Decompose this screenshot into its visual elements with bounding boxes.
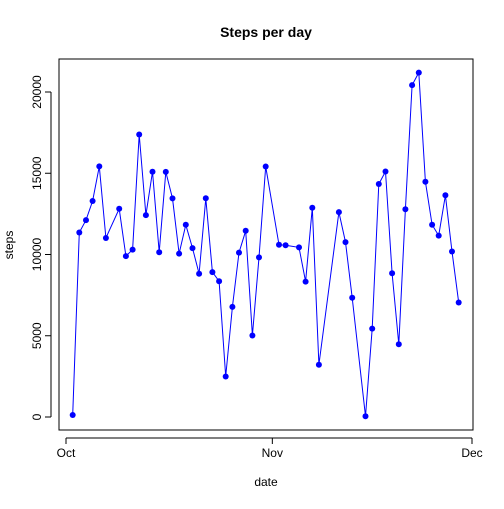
data-point: [196, 270, 203, 277]
data-point: [222, 373, 229, 380]
data-point: [309, 204, 316, 211]
data-point: [395, 341, 402, 348]
data-point: [129, 246, 136, 253]
data-point: [409, 82, 416, 89]
data-point: [315, 361, 322, 368]
data-point: [362, 413, 369, 420]
data-point: [156, 249, 163, 256]
data-point: [256, 254, 262, 261]
y-tick-label: 5000: [30, 322, 44, 349]
y-axis-title: steps: [2, 231, 16, 260]
data-point: [149, 168, 156, 175]
x-axis-title: date: [254, 475, 278, 489]
data-point: [76, 229, 83, 236]
data-point: [69, 412, 76, 418]
data-point: [335, 209, 342, 216]
data-point: [296, 244, 302, 251]
data-point: [389, 270, 396, 277]
data-point: [116, 205, 123, 212]
data-point: [262, 163, 269, 170]
data-point: [369, 325, 376, 332]
data-point: [162, 168, 169, 175]
data-point: [249, 332, 256, 339]
data-point: [182, 221, 189, 228]
data-point: [83, 217, 89, 224]
x-axis: Oct Nov Dec: [57, 437, 483, 460]
data-point: [449, 248, 455, 255]
y-tick-label: 20000: [30, 75, 44, 109]
data-point: [442, 192, 449, 199]
data-point: [176, 250, 183, 257]
data-point: [349, 294, 356, 301]
x-tick-label: Oct: [57, 446, 76, 460]
data-point: [415, 69, 422, 76]
data-point: [422, 178, 429, 185]
data-point: [136, 131, 143, 138]
data-point: [282, 242, 289, 249]
data-point: [242, 227, 249, 234]
y-tick-label: 0: [30, 413, 44, 420]
data-point: [229, 303, 236, 310]
data-point: [209, 269, 216, 276]
series-layer: [69, 69, 462, 420]
y-tick-label: 15000: [30, 156, 44, 190]
data-point: [342, 239, 349, 246]
chart-title: Steps per day: [220, 24, 312, 40]
x-tick-label: Nov: [262, 446, 283, 460]
data-point: [402, 206, 409, 213]
data-point: [276, 241, 282, 248]
data-point: [122, 253, 129, 260]
data-point: [216, 278, 223, 285]
data-point: [202, 195, 209, 202]
series-line: [72, 70, 460, 417]
y-axis: 0 5000 10000 15000 20000: [30, 75, 52, 420]
data-point: [435, 232, 442, 239]
data-point: [142, 212, 149, 219]
x-tick-label: Dec: [461, 446, 482, 460]
y-tick-label: 10000: [30, 237, 44, 271]
data-point: [189, 245, 196, 252]
data-point: [89, 198, 96, 204]
data-point: [236, 249, 242, 256]
data-point: [429, 221, 436, 228]
data-point: [302, 278, 309, 285]
data-point: [375, 181, 382, 187]
data-point: [169, 195, 176, 202]
data-point: [382, 168, 389, 175]
data-point: [96, 163, 103, 170]
data-point: [455, 299, 462, 306]
data-point: [102, 235, 109, 241]
plot-frame: [58, 58, 474, 431]
